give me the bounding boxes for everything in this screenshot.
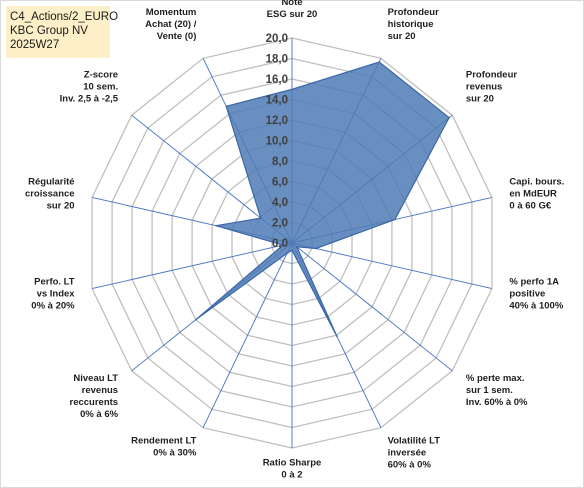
axis-label: Niveau LT revenus reccurents 0% à 6% bbox=[70, 373, 119, 420]
axis-label-line: revenus bbox=[82, 385, 118, 396]
axis-spoke bbox=[202, 242, 293, 428]
axis-label: Note ESG sur 20 bbox=[267, 0, 318, 20]
axis-label: Ratio Sharpe 0 à 2 bbox=[263, 458, 322, 481]
axis-label: Z-score 10 sem. Inv. 2,5 à -2,5 bbox=[60, 70, 119, 105]
data-point bbox=[394, 218, 396, 221]
axis-label-line: Perfo. LT bbox=[34, 277, 75, 288]
axis-label-line: sur 20 bbox=[47, 201, 75, 212]
data-point bbox=[448, 116, 450, 119]
r-tick-label: 2,0 bbox=[272, 218, 288, 230]
axis-label-line: sur 1 sem. bbox=[466, 385, 513, 396]
axis-label: Capi. bours. en MdEUR 0 à 60 G€ bbox=[509, 177, 564, 212]
r-tick-label: 8,0 bbox=[272, 156, 288, 168]
axis-label-line: 40% à 100% bbox=[509, 301, 563, 312]
axis-label-line: Z-score bbox=[84, 70, 118, 81]
axis-label-line: positive bbox=[509, 289, 545, 300]
r-tick-label: 6,0 bbox=[272, 177, 288, 189]
data-point bbox=[259, 217, 262, 219]
r-tick-label: 20,0 bbox=[266, 33, 288, 45]
axis-label-line: en MdEUR bbox=[509, 189, 557, 200]
data-point bbox=[225, 105, 227, 108]
axis-label-line: Rendement LT bbox=[131, 435, 196, 446]
axis-label-line: Niveau LT bbox=[73, 373, 118, 384]
axis-label: Rendement LT 0% à 30% bbox=[131, 435, 197, 458]
axis-label-line: Inv. 60% à 0% bbox=[466, 397, 528, 408]
title-line-company: KBC Group NV bbox=[10, 25, 88, 37]
axis-label: Profondeur historique sur 20 bbox=[388, 7, 439, 42]
axis-spoke bbox=[291, 242, 493, 290]
axis-label-line: ESG sur 20 bbox=[267, 9, 318, 20]
axis-label: Perfo. LT vs Index 0% à 20% bbox=[31, 277, 75, 312]
axis-label-line: Inv. 2,5 à -2,5 bbox=[60, 94, 119, 105]
axis-label-line: Achat (20) / bbox=[145, 19, 197, 30]
axis-label-line: vs Index bbox=[37, 289, 76, 300]
axis-label-line: 0% à 20% bbox=[31, 301, 75, 312]
title-line-week: 2025W27 bbox=[10, 39, 60, 51]
data-point bbox=[291, 249, 293, 251]
data-point bbox=[291, 88, 293, 91]
radar-tick-labels: 0,0 2,0 4,0 6,0 8,0 10,0 12,0 14,0 16,0 18,0 20,0 bbox=[266, 33, 288, 250]
data-point bbox=[195, 318, 197, 321]
axis-label-line: reccurents bbox=[70, 397, 119, 408]
axis-label: Momentum Achat (20) / Vente (0) bbox=[145, 7, 197, 42]
axis-label: Régularité croissance sur 20 bbox=[25, 177, 75, 212]
axis-label-line: Profondeur bbox=[388, 7, 439, 18]
radar-axis-labels: Note ESG sur 20 Profondeur historique sur 20… bbox=[25, 0, 564, 481]
axis-label-line: Régularité bbox=[28, 177, 74, 188]
axis-label-line: 60% à 0% bbox=[388, 459, 432, 470]
r-tick-label: 18,0 bbox=[266, 54, 288, 66]
axis-label-line: Vente (0) bbox=[157, 31, 197, 42]
axis-label-line: Profondeur bbox=[466, 70, 517, 81]
axis-label-line: 0 à 2 bbox=[281, 470, 302, 481]
data-point bbox=[315, 247, 317, 250]
r-tick-label: 14,0 bbox=[266, 95, 288, 107]
axis-label-line: 0% à 30% bbox=[153, 447, 197, 458]
data-point bbox=[296, 246, 298, 248]
axis-spoke bbox=[91, 242, 293, 290]
radar-series bbox=[195, 61, 450, 338]
axis-label: % perte max. sur 1 sem. Inv. 60% à 0% bbox=[466, 373, 528, 408]
axis-label-line: Volatilité LT bbox=[388, 435, 441, 446]
r-tick-label: 12,0 bbox=[266, 115, 288, 127]
axis-label-line: Note bbox=[281, 0, 302, 8]
axis-label-line: % perfo 1A bbox=[509, 277, 559, 288]
data-point bbox=[215, 224, 217, 227]
r-tick-label: 16,0 bbox=[266, 74, 288, 86]
axis-label-line: sur 20 bbox=[466, 94, 494, 105]
axis-label-line: croissance bbox=[25, 189, 75, 200]
axis-label-line: 0 à 60 G€ bbox=[509, 201, 551, 212]
axis-label-line: sur 20 bbox=[388, 31, 416, 42]
data-point bbox=[286, 252, 288, 254]
chart-title-box: C4_Actions/2_EURO KBC Group NV 2025W27 bbox=[6, 6, 119, 58]
r-tick-label: 0,0 bbox=[272, 238, 288, 250]
axis-label-line: Capi. bours. bbox=[509, 177, 564, 188]
axis-label-line: 10 sem. bbox=[83, 82, 118, 93]
axis-label-line: Momentum bbox=[146, 7, 197, 18]
title-line-portfolio: C4_Actions/2_EURO bbox=[10, 11, 119, 23]
r-tick-label: 4,0 bbox=[272, 197, 288, 209]
axis-label-line: 0% à 6% bbox=[80, 409, 119, 420]
axis-label: Profondeur revenus sur 20 bbox=[466, 70, 517, 105]
data-point bbox=[336, 335, 338, 338]
axis-label-line: % perte max. bbox=[466, 373, 525, 384]
axis-label-line: inversée bbox=[388, 447, 427, 458]
axis-label-line: revenus bbox=[466, 82, 502, 93]
r-tick-label: 10,0 bbox=[266, 136, 288, 148]
data-point bbox=[378, 61, 381, 63]
axis-label: % perfo 1A positive 40% à 100% bbox=[509, 277, 563, 312]
axis-spoke bbox=[291, 242, 453, 372]
data-point bbox=[282, 244, 284, 246]
axis-label-line: historique bbox=[388, 19, 434, 30]
axis-label: Volatilité LT inversée 60% à 0% bbox=[388, 435, 441, 470]
axis-label-line: Ratio Sharpe bbox=[263, 458, 322, 469]
